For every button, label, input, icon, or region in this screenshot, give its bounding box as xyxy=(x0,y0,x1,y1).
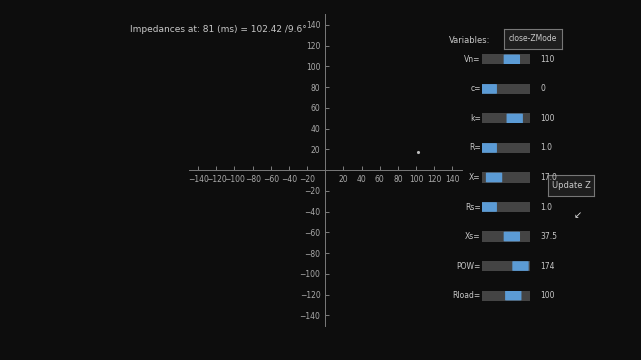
Text: 1.0: 1.0 xyxy=(540,202,553,212)
Text: 1.0: 1.0 xyxy=(540,143,553,153)
Text: Impedances at: 81 (ms) = 102.42 /9.6°: Impedances at: 81 (ms) = 102.42 /9.6° xyxy=(129,25,306,34)
Text: 0: 0 xyxy=(540,85,545,94)
FancyBboxPatch shape xyxy=(505,291,522,300)
Text: 17.0: 17.0 xyxy=(540,173,557,182)
FancyBboxPatch shape xyxy=(481,143,497,153)
Text: ↙: ↙ xyxy=(574,211,581,221)
Text: X=: X= xyxy=(469,173,481,182)
Text: k=: k= xyxy=(470,114,481,123)
Text: Vn=: Vn= xyxy=(464,55,481,64)
Text: close-ZMode: close-ZMode xyxy=(509,34,558,43)
Text: c=: c= xyxy=(470,85,481,94)
Text: Rs=: Rs= xyxy=(465,202,481,212)
FancyBboxPatch shape xyxy=(512,261,529,271)
Text: Rload=: Rload= xyxy=(453,291,481,300)
Text: Variables:: Variables: xyxy=(449,36,490,45)
Text: R=: R= xyxy=(469,143,481,153)
FancyBboxPatch shape xyxy=(506,114,523,123)
Text: 100: 100 xyxy=(540,291,555,300)
FancyBboxPatch shape xyxy=(481,84,497,94)
Text: 100: 100 xyxy=(540,114,555,123)
Text: 174: 174 xyxy=(540,262,555,271)
FancyBboxPatch shape xyxy=(486,173,503,182)
Text: Xs=: Xs= xyxy=(465,232,481,241)
Text: POW=: POW= xyxy=(456,262,481,271)
Text: 37.5: 37.5 xyxy=(540,232,558,241)
FancyBboxPatch shape xyxy=(481,202,497,212)
Text: 110: 110 xyxy=(540,55,554,64)
FancyBboxPatch shape xyxy=(504,55,520,64)
Text: Update Z: Update Z xyxy=(552,181,590,190)
FancyBboxPatch shape xyxy=(504,232,520,241)
